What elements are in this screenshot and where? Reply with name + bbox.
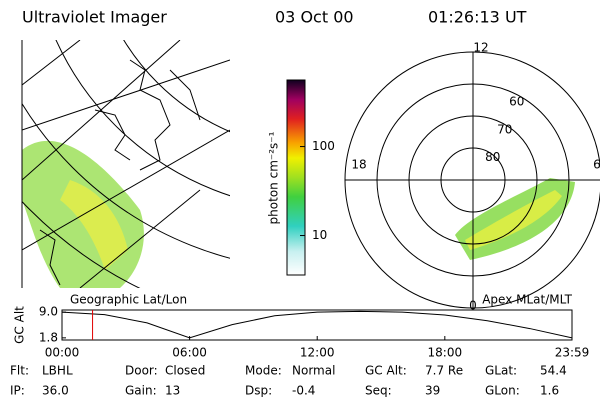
colorbar-tick-label: 10 (312, 228, 327, 242)
mlat-label: 60 (509, 95, 524, 109)
left-label: Geographic Lat/Lon (70, 293, 187, 307)
polar-aurora (455, 178, 575, 260)
y-tick-label: 1.8 (39, 330, 58, 344)
field-label: Mode: (245, 364, 282, 378)
field-value: 36.0 (42, 384, 69, 398)
x-tick-label: 06:00 (172, 346, 207, 360)
x-tick-label: 23:59 (555, 346, 590, 360)
field-value: LBHL (42, 364, 73, 378)
field-label: GLon: (485, 384, 520, 398)
field-label: IP: (10, 384, 25, 398)
field-value: Normal (292, 364, 335, 378)
field-value: 7.7 Re (425, 364, 463, 378)
colorbar-label: photon cm⁻²s⁻¹ (267, 131, 281, 224)
mlt-label: 0 (469, 299, 477, 313)
field-value: 1.6 (540, 384, 559, 398)
field-value: 54.4 (540, 364, 567, 378)
field-label: Door: (125, 364, 158, 378)
x-tick-label: 18:00 (428, 346, 463, 360)
field-label: Flt: (10, 364, 29, 378)
mlt-label: 18 (351, 158, 366, 172)
altitude-line (61, 310, 573, 339)
date: 03 Oct 00 (275, 8, 354, 27)
field-value: Closed (165, 364, 205, 378)
y-tick-label: 9.0 (39, 305, 58, 319)
right-label: Apex MLat/MLT (482, 293, 572, 307)
field-label: Dsp: (245, 384, 272, 398)
field-label: GLat: (485, 364, 517, 378)
field-value: -0.4 (292, 384, 315, 398)
field-label: Seq: (365, 384, 392, 398)
field-value: 39 (425, 384, 440, 398)
title: Ultraviolet Imager (22, 8, 167, 27)
x-tick-label: 00:00 (45, 346, 80, 360)
colorbar (286, 79, 306, 276)
y-axis-label: GC Alt (13, 306, 27, 344)
x-tick-label: 12:00 (300, 346, 335, 360)
mlat-label: 80 (485, 150, 500, 164)
field-label: Gain: (125, 384, 157, 398)
geographic-map (22, 40, 230, 288)
field-value: 13 (165, 384, 180, 398)
field-label: GC Alt: (365, 364, 407, 378)
mlt-label: 12 (473, 41, 488, 55)
colorbar-tick-label: 100 (312, 139, 335, 153)
plot-frame (61, 309, 573, 341)
mlt-label: 6 (593, 158, 600, 172)
mlat-label: 70 (497, 122, 512, 136)
time: 01:26:13 UT (428, 8, 527, 27)
